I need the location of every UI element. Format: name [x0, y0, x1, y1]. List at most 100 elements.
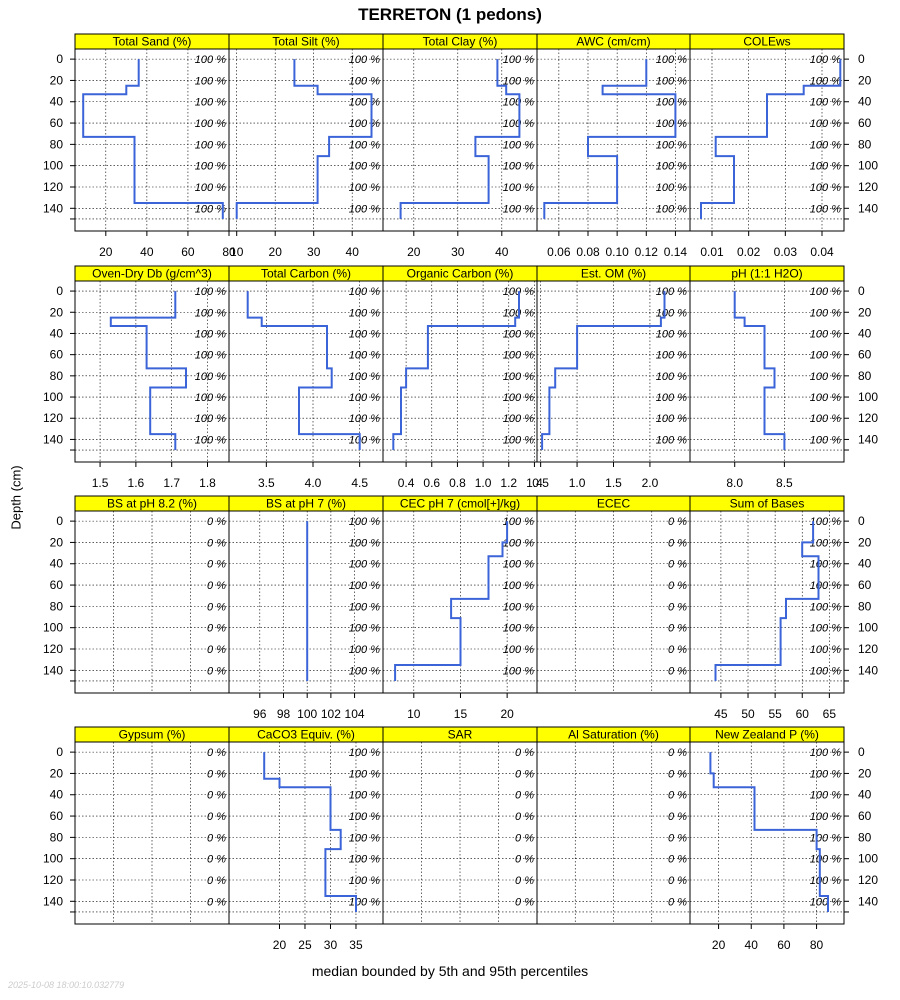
y-tick-label-right: 80 — [858, 369, 872, 383]
panel-strip-label: Total Carbon (%) — [261, 267, 351, 281]
x-tick-label: 30 — [307, 245, 321, 259]
pct-label: 100 % — [349, 182, 380, 194]
x-tick-label: 0.4 — [398, 476, 415, 490]
pct-label: 100 % — [195, 350, 226, 362]
pct-label: 100 % — [810, 307, 841, 319]
x-tick-label: 25 — [298, 938, 312, 952]
y-tick-label-left: 60 — [50, 116, 64, 130]
pct-label: 100 % — [503, 139, 534, 151]
pct-label: 100 % — [195, 286, 226, 298]
pct-label: 100 % — [810, 286, 841, 298]
panel-strip-label: Total Sand (%) — [113, 35, 192, 49]
pct-label: 100 % — [503, 434, 534, 446]
pct-label: 100 % — [195, 139, 226, 151]
pct-label: 100 % — [503, 413, 534, 425]
panel-frame — [689, 48, 845, 232]
pct-label: 0 % — [207, 559, 226, 571]
pct-label: 100 % — [503, 559, 534, 571]
pct-label: 100 % — [503, 182, 534, 194]
x-tick-label: 40 — [495, 245, 509, 259]
panel-strip-label: Total Clay (%) — [423, 35, 498, 49]
pct-label: 100 % — [349, 75, 380, 87]
x-tick-label: 4.5 — [351, 476, 368, 490]
pct-label: 100 % — [810, 97, 841, 109]
pct-label: 100 % — [349, 118, 380, 130]
y-tick-label-right: 120 — [858, 180, 878, 194]
y-tick-label-right: 0 — [858, 284, 865, 298]
panel-14: ECEC 0 % 0 % 0 % 0 % 0 % 0 % 0 % 0 % — [536, 495, 691, 694]
timestamp: 2025-10-08 18:00:10.032779 — [8, 980, 125, 990]
x-tick-label: 20 — [712, 938, 726, 952]
y-tick-label-left: 100 — [43, 159, 63, 173]
pct-label: 0 % — [668, 516, 687, 528]
x-tick-label: 2.0 — [642, 476, 659, 490]
y-tick-label-left: 60 — [50, 809, 64, 823]
x-tick-label: 20 — [99, 245, 113, 259]
x-tick-label: 8.5 — [776, 476, 793, 490]
pct-label: 0 % — [207, 623, 226, 635]
pct-label: 100 % — [810, 832, 841, 844]
pct-label: 100 % — [810, 601, 841, 613]
panel-15: Sum of Bases 100 % 100 % 100 % 100 % 100 % 100… — [689, 495, 845, 721]
y-tick-label-left: 40 — [50, 557, 64, 571]
y-tick-label-left: 20 — [50, 73, 64, 87]
y-tick-label-left: 20 — [50, 305, 64, 319]
y-tick-label-left: 20 — [50, 535, 64, 549]
profile-line — [543, 59, 677, 219]
y-tick-label-left: 40 — [50, 326, 64, 340]
panel-9: Est. OM (%) 100 % 100 % 100 % 100 % 100 % 100 … — [532, 265, 691, 490]
x-tick-label: 20 — [269, 245, 283, 259]
y-tick-label-right: 140 — [858, 201, 878, 215]
pct-label: 0 % — [207, 854, 226, 866]
x-tick-label: 0.6 — [423, 476, 440, 490]
x-tick-label: 0.14 — [664, 245, 688, 259]
footer-caption: median bounded by 5th and 95th percentil… — [311, 963, 589, 979]
pct-label: 0 % — [207, 768, 226, 780]
x-tick-label: 15 — [454, 707, 468, 721]
pct-label: 100 % — [349, 413, 380, 425]
pct-label: 100 % — [503, 371, 534, 383]
x-tick-label: 0.12 — [635, 245, 659, 259]
y-tick-label-right: 80 — [858, 599, 872, 613]
pct-label: 0 % — [668, 537, 687, 549]
x-tick-label: 50 — [741, 707, 755, 721]
pct-label: 0 % — [515, 896, 534, 908]
pct-label: 0 % — [515, 790, 534, 802]
panel-7: Total Carbon (%) 100 % 100 % 100 % 100 % 100 … — [228, 265, 384, 490]
y-tick-label-left: 80 — [50, 830, 64, 844]
panel-11: BS at pH 8.2 (%) 0 % 0 % 0 % 0 % 0 % 0 % 0 % 0 % — [74, 495, 230, 694]
pct-label: 0 % — [207, 896, 226, 908]
panel-strip-label: Total Silt (%) — [272, 35, 339, 49]
y-tick-label-right: 80 — [858, 137, 872, 151]
panel-strip-label: SAR — [448, 728, 473, 742]
y-tick-label-right: 0 — [858, 745, 865, 759]
y-tick-label-right: 40 — [858, 557, 872, 571]
pct-label: 100 % — [195, 371, 226, 383]
panel-1: Total Sand (%)100 %100 %100 %100 %100 %1… — [74, 33, 236, 259]
pct-label: 100 % — [656, 97, 687, 109]
y-tick-label-left: 140 — [43, 201, 63, 215]
x-tick-label: 0.06 — [547, 245, 571, 259]
pct-label: 100 % — [656, 161, 687, 173]
panel-17: CaCO3 Equiv. (%) 100 % 100 % 100 % 100 % 100 … — [228, 726, 384, 952]
panel-5: COLEws 100 % 100 % 100 % 100 % 100 % 100 % 100 … — [689, 33, 845, 259]
panel-strip-label: ECEC — [597, 497, 631, 511]
panel-12: BS at pH 7 (%)100 %100 %100 %100 %100 %1… — [228, 495, 384, 721]
pct-label: 100 % — [195, 75, 226, 87]
pct-label: 100 % — [349, 97, 380, 109]
pct-label: 100 % — [349, 665, 380, 677]
y-tick-label-left: 0 — [56, 52, 63, 66]
pct-label: 100 % — [810, 768, 841, 780]
pct-label: 100 % — [656, 182, 687, 194]
x-tick-label: 45 — [714, 707, 728, 721]
pct-label: 100 % — [195, 54, 226, 66]
pct-label: 100 % — [656, 203, 687, 215]
y-tick-label-right: 120 — [858, 873, 878, 887]
pct-label: 100 % — [349, 896, 380, 908]
y-tick-label-right: 20 — [858, 305, 872, 319]
pct-label: 100 % — [349, 537, 380, 549]
profile-line — [709, 752, 829, 912]
x-tick-label: 10 — [230, 245, 244, 259]
y-tick-label-right: 0 — [858, 514, 865, 528]
profile-line — [399, 59, 521, 219]
